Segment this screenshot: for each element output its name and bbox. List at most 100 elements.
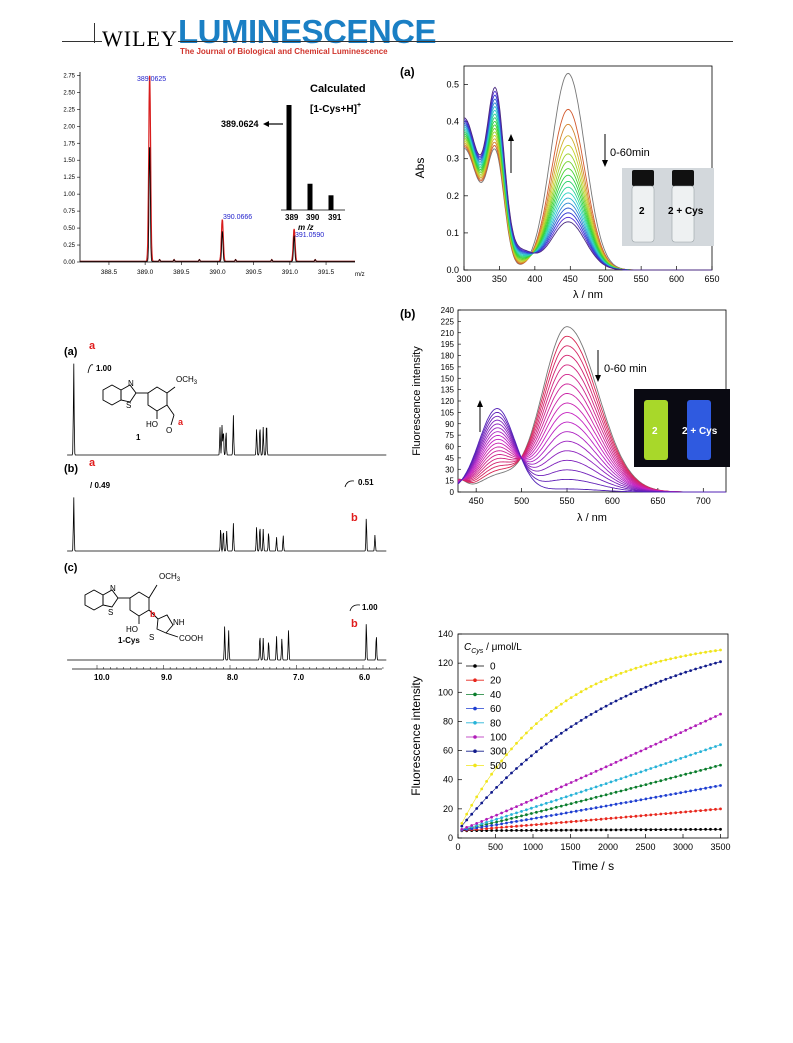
ms-x-tick-label: 389.0 (137, 269, 154, 276)
nmr-spectrum-c (67, 624, 387, 661)
kin-x-tick-label: 2500 (635, 842, 655, 852)
ms-peak-label-3: 391.0590 (295, 232, 324, 239)
kin-legend-label: 40 (490, 690, 502, 701)
ms-x-unit: m/z (355, 272, 365, 278)
header-divider-left (62, 41, 102, 42)
fl-y-tick-label: 15 (445, 477, 454, 486)
abs-x-axis-label: λ / nm (573, 289, 603, 301)
abs-y-tick-label: 0.1 (446, 228, 459, 238)
fl-x-tick-label: 650 (650, 496, 665, 506)
kin-line (461, 649, 721, 824)
s-atom-1: S (126, 401, 131, 410)
fl-y-tick-label: 210 (441, 329, 455, 338)
kin-line (461, 829, 721, 831)
kin-legend-marker (473, 763, 477, 768)
o-label-1: O (166, 426, 172, 435)
ms-inset-bar (328, 195, 334, 210)
fl-y-tick-label: 45 (445, 454, 454, 463)
kin-legend-title: CCys / μmol/L (464, 642, 522, 655)
kin-y-tick-label: 140 (438, 629, 453, 639)
kin-x-tick-label: 0 (455, 842, 460, 852)
kin-y-tick-label: 100 (438, 687, 453, 697)
fl-vial-photo (634, 389, 730, 467)
kin-legend-marker (473, 692, 477, 697)
aldehyde-label: a (178, 417, 184, 427)
ms-inset-tick-1: 389 (285, 213, 299, 222)
nmr-integral-b (344, 480, 355, 488)
cys-b-label: b (150, 609, 156, 619)
kin-x-tick-label: 2000 (598, 842, 618, 852)
ms-y-tick-label: 2.75 (63, 73, 75, 79)
kin-legend-marker (473, 721, 477, 725)
fl-x-tick-label: 500 (514, 496, 529, 506)
nmr-peak-a: a (89, 340, 96, 352)
ms-inset-bar (286, 105, 292, 210)
fl-y-axis-label: Fluorescence intensity (411, 346, 423, 456)
abs-vial-1-label: 2 (639, 206, 645, 217)
nmr-tick-6: 6.0 (359, 673, 371, 682)
nmr-peak-b-a: a (89, 457, 96, 469)
abs-y-tick-label: 0.5 (446, 80, 459, 90)
compound-1-label: 1 (136, 433, 141, 442)
ms-calc-arrow (263, 121, 283, 127)
kin-x-tick-label: 500 (488, 842, 503, 852)
fl-x-axis-label: λ / nm (577, 512, 607, 524)
nmr-label-c: (c) (64, 562, 78, 574)
abs-vial-2-label: 2 + Cys (668, 206, 704, 217)
n-atom-1: N (128, 379, 134, 388)
ms-x-tick-label: 389.5 (173, 269, 190, 276)
ms-y-tick-label: 0.00 (63, 260, 75, 266)
kin-series-0 (460, 827, 722, 833)
ms-y-tick-label: 0.25 (63, 243, 75, 249)
kin-legend-label: 60 (490, 704, 502, 715)
cooh-label: COOH (179, 634, 203, 643)
kin-plot-frame (457, 633, 729, 839)
nmr-label-b: (b) (64, 463, 78, 475)
ms-y-tick-label: 2.50 (63, 90, 75, 96)
ms-peak-label-2: 390.0666 (223, 214, 252, 221)
abs-x-tick-label: 350 (492, 274, 507, 284)
abs-x-tick-label: 550 (634, 274, 649, 284)
abs-y-tick-label: 0.2 (446, 191, 459, 201)
nmr-peak-b-b: b (351, 512, 358, 524)
s-atom-2: S (108, 608, 113, 617)
ms-peak-label-1: 389.0625 (137, 76, 166, 83)
fl-y-tick-label: 105 (441, 408, 455, 417)
kin-legend-label: 100 (490, 733, 507, 744)
och3-label-1: OCH3 (176, 375, 198, 386)
ms-inset-tick-3: 391 (328, 213, 342, 222)
fl-x-tick-label: 600 (605, 496, 620, 506)
ms-x-tick-label: 391.5 (318, 269, 335, 276)
nh-label: NH (173, 618, 185, 627)
kin-legend-marker (473, 735, 477, 739)
ms-inset-tick-2: 390 (306, 213, 320, 222)
kin-point (719, 763, 722, 767)
fl-y-tick-label: 90 (445, 420, 454, 429)
fl-y-tick-label: 120 (441, 397, 455, 406)
journal-name: LUMINESCENCE (178, 13, 437, 50)
header-tick (94, 23, 95, 43)
kin-line (461, 744, 721, 830)
ho-label-1: HO (146, 420, 158, 429)
nmr-trace (67, 624, 387, 661)
kin-y-tick-label: 60 (443, 746, 453, 756)
mass-spectrum-figure: 0.00 0.25 0.50 0.75 1.00 1.25 1.50 1.75 2.00 2.25… (55, 60, 375, 285)
ms-inset-chart (281, 105, 345, 211)
nmr-int-b-a: / 0.49 (90, 481, 111, 490)
fl-panel-label: (b) (400, 307, 415, 321)
fl-time-label: 0-60 min (604, 363, 647, 375)
abs-x-tick-label: 400 (527, 274, 542, 284)
abs-plot-area: 0.0 0.1 0.2 0.3 0.4 0.5 300 350 400 450 500 550 600 6… (413, 65, 720, 301)
nmr-ppm-axis (72, 665, 384, 670)
ms-x-axis: 388.5 389.0 389.5 390.0 390.5 391.0 391.5 (80, 261, 355, 276)
fl-x-tick-label: 550 (560, 496, 575, 506)
kin-y-tick-label: 120 (438, 658, 453, 668)
kin-legend-label: 500 (490, 761, 507, 772)
fl-y-tick-label: 135 (441, 386, 455, 395)
abs-x-tick-label: 450 (563, 274, 578, 284)
nmr-integral-a1 (87, 364, 94, 374)
ms-inset-xlabel: m /z (298, 223, 314, 232)
kin-point (719, 660, 722, 664)
ms-x-tick-label: 388.5 (101, 269, 118, 276)
